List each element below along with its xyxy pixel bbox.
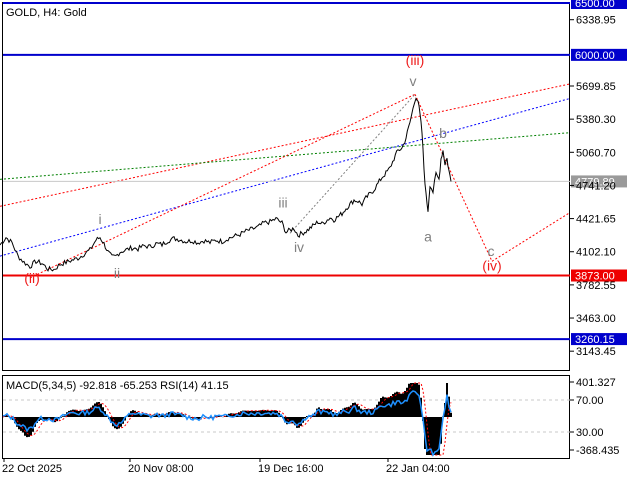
indicator-pane-frame: [2, 375, 570, 459]
y-tick-label: 4421.65: [576, 214, 616, 226]
price-level-label: 6500.00: [575, 0, 615, 10]
x-tick-label: 20 Nov 08:00: [128, 463, 193, 475]
wave-label: i: [98, 211, 101, 227]
y-tick-label: 5699.85: [576, 81, 616, 93]
wave-label: (iv): [482, 258, 501, 274]
y-tick-label: 3463.00: [576, 313, 616, 325]
x-tick-label: 19 Dec 16:00: [258, 463, 323, 475]
indicator-tick-label: 401.327: [576, 377, 616, 389]
price-line-layer: [0, 97, 452, 272]
y-tick-label: 3143.45: [576, 346, 616, 358]
price-level-box: [571, 0, 627, 9]
indicator-tick-label: 70.00: [576, 395, 604, 407]
wave-label: iv: [294, 239, 304, 255]
trendline-red-upper: [0, 83, 571, 207]
y-tick-label: 4102.10: [576, 247, 616, 259]
price-series-line: [0, 97, 452, 272]
price-level-box: [571, 333, 627, 346]
wave-label: a: [424, 229, 432, 245]
wave-label: ii: [114, 265, 120, 281]
axis-layer: 6338.95 5699.85 5380.30 5060.70 4741.20 4421.…: [2, 15, 616, 475]
trendline-gray: [289, 93, 416, 234]
trendlines-layer: [0, 83, 571, 279]
x-tick-label: 22 Jan 04:00: [386, 463, 450, 475]
y-tick-label: 4741.20: [576, 180, 616, 192]
wave-label: v: [410, 73, 417, 89]
y-tick-label: 3782.55: [576, 280, 616, 292]
price-level-label: 6000.00: [575, 50, 615, 62]
y-tick-label: 6338.95: [576, 15, 616, 27]
price-level-box: [571, 48, 627, 61]
indicator-tick-label: -368.435: [576, 445, 619, 457]
trendline-red-wave-iv: [414, 94, 493, 262]
wave-label: b: [439, 125, 447, 141]
trendline-red-wave-iii: [29, 93, 416, 279]
trendline-blue: [0, 97, 571, 257]
indicator-title: MACD(5,34,5) -92.818 -65.253 RSI(14) 41.…: [6, 380, 229, 392]
price-level-label: 3873.00: [575, 271, 615, 283]
indicator-layer: 401.327 70.00 30.00 -368.435: [2, 377, 619, 457]
x-tick-label: 22 Oct 2025: [2, 463, 62, 475]
y-tick-label: 5060.70: [576, 147, 616, 159]
price-levels-layer: 6500.00 6000.00 4779.89 3873.00 3260.15: [3, 0, 627, 346]
trendline-red-projection: [491, 212, 571, 262]
price-level-box: [571, 175, 627, 188]
y-tick-label: 5380.30: [576, 114, 616, 126]
wave-label: (iii): [406, 52, 425, 68]
rsi-line: [2, 390, 452, 457]
price-level-label: 4779.89: [575, 176, 615, 188]
wave-label: iii: [278, 194, 287, 210]
wave-label: c: [488, 243, 495, 259]
wave-label: (ii): [24, 270, 40, 286]
indicator-tick-label: 30.00: [576, 427, 604, 439]
price-level-box: [571, 269, 627, 282]
trendline-green: [0, 132, 571, 180]
price-level-label: 3260.15: [575, 334, 615, 346]
chart-title: GOLD, H4: Gold: [6, 7, 87, 19]
